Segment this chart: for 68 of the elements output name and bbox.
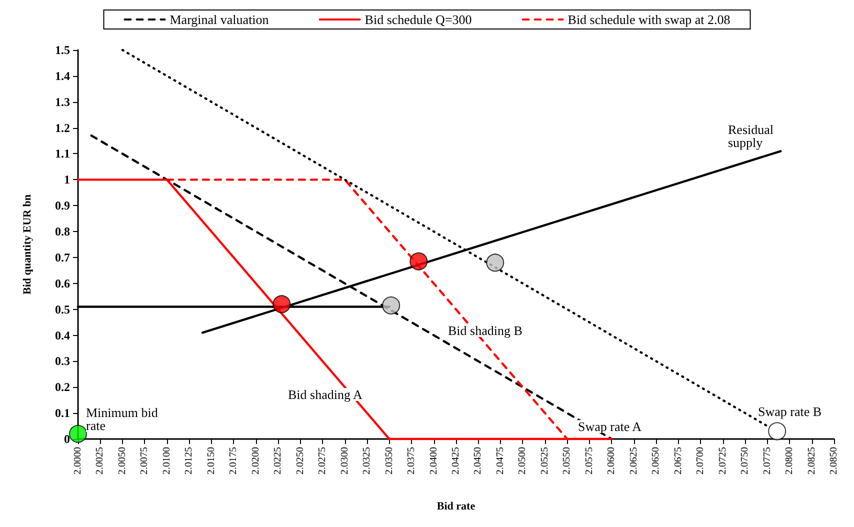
x-tick-label: 2.0775 <box>762 447 773 474</box>
y-tick-label: 0.7 <box>55 250 70 264</box>
annotation: Residual supply <box>728 122 777 150</box>
annotation: Swap rate A <box>578 419 642 434</box>
x-tick-label: 2.0550 <box>562 447 573 474</box>
x-tick-label: 2.0675 <box>672 447 684 474</box>
x-tick-label: 2.0825 <box>806 447 818 474</box>
x-tick-label: 2.0300 <box>339 447 350 474</box>
x-tick-label: 2.0000 <box>72 447 84 474</box>
x-tick-label: 2.0625 <box>628 447 640 474</box>
point <box>382 296 400 314</box>
x-tick-label: 2.0525 <box>539 447 550 474</box>
x-tick-label: 2.0600 <box>606 447 618 474</box>
point <box>272 295 291 314</box>
y-tick-label: 0.2 <box>55 380 70 394</box>
x-tick-label: 2.0325 <box>362 447 373 474</box>
x-tick-label: 2.0475 <box>494 447 506 474</box>
y-tick-label: 1.4 <box>55 68 70 83</box>
y-tick-label: 1.2 <box>55 120 70 135</box>
point <box>768 422 786 440</box>
x-tick-label: 2.0150 <box>206 447 217 474</box>
legend-label: Bid schedule with swap at 2.08 <box>568 12 730 27</box>
y-tick-label: 1.5 <box>55 43 70 57</box>
x-tick-label: 2.0025 <box>94 447 106 474</box>
x-tick-label: 2.0800 <box>784 447 796 474</box>
x-tick-label: 2.0100 <box>161 447 172 474</box>
y-tick-label: 0.5 <box>55 302 70 316</box>
x-tick-label: 2.0400 <box>428 447 440 474</box>
y-tick-label: 1.1 <box>55 146 70 161</box>
x-tick-label: 2.0700 <box>695 447 706 474</box>
annotation: Bid shading A <box>288 387 364 402</box>
legend-label: Bid schedule Q=300 <box>364 12 472 27</box>
point <box>69 424 87 443</box>
y-tick-label: 0.9 <box>55 198 70 213</box>
x-tick-label: 2.0725 <box>717 447 728 474</box>
x-tick-label: 2.0750 <box>740 447 751 474</box>
y-tick-label: 0.6 <box>55 276 70 290</box>
x-axis-title: Bid rate <box>436 500 476 512</box>
y-axis-title: Bid quantity EUR bn <box>22 194 34 294</box>
x-tick-label: 2.0075 <box>139 447 150 474</box>
x-tick-label: 2.0350 <box>384 447 395 474</box>
x-tick-label: 2.0500 <box>517 447 528 474</box>
x-tick-label: 2.0050 <box>116 447 128 474</box>
x-tick-label: 2.0200 <box>250 447 262 474</box>
annotation: Minimum bid rate <box>86 405 162 433</box>
y-tick-label: 0 <box>64 432 70 446</box>
y-tick-label: 0.1 <box>55 406 70 420</box>
y-tick-label: 1 <box>64 172 70 187</box>
x-tick-label: 2.0225 <box>272 447 284 474</box>
y-tick-label: 0.4 <box>55 328 70 342</box>
x-tick-label: 2.0175 <box>228 447 240 474</box>
x-tick-label: 2.0575 <box>584 447 595 474</box>
x-tick-label: 2.0250 <box>294 447 306 474</box>
x-tick-label: 2.0275 <box>317 447 328 474</box>
annotation: Swap rate B <box>758 404 822 419</box>
y-tick-label: 0.3 <box>55 354 70 368</box>
legend-label: Marginal valuation <box>170 12 270 27</box>
x-tick-label: 2.0450 <box>472 447 484 474</box>
x-tick-label: 2.0425 <box>450 447 462 474</box>
point <box>486 254 504 272</box>
point <box>410 252 428 270</box>
y-tick-label: 0.8 <box>55 224 70 239</box>
x-tick-label: 2.0850 <box>828 447 840 474</box>
annotation: Bid shading B <box>448 323 523 338</box>
x-tick-label: 2.0125 <box>184 447 195 474</box>
x-tick-label: 2.0650 <box>650 447 662 474</box>
x-tick-label: 2.0375 <box>406 447 418 474</box>
y-tick-label: 1.3 <box>55 94 70 109</box>
